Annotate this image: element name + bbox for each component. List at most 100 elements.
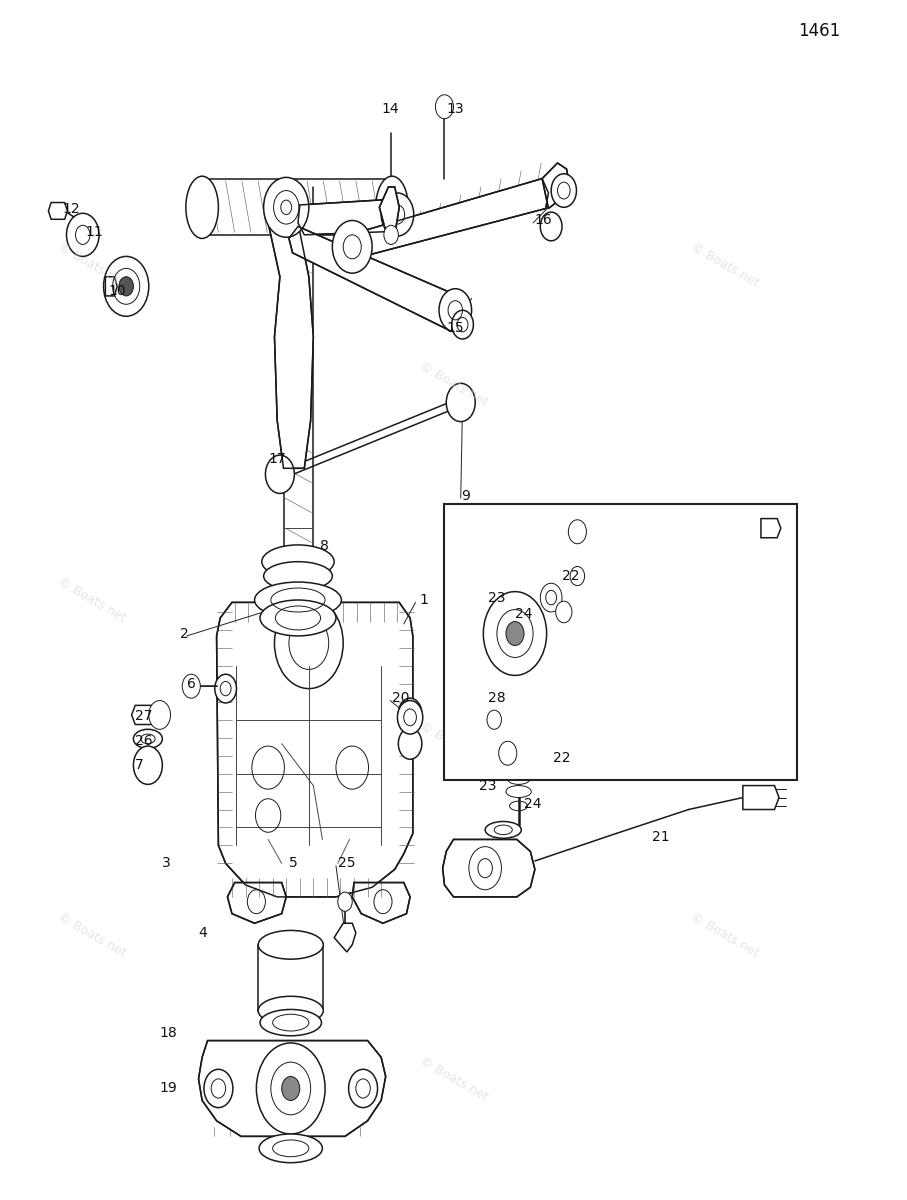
Text: 5: 5 bbox=[289, 857, 297, 870]
Text: 1: 1 bbox=[419, 593, 428, 607]
Text: © Boats.net: © Boats.net bbox=[688, 240, 761, 289]
Circle shape bbox=[266, 455, 295, 493]
Circle shape bbox=[541, 212, 562, 241]
Text: 13: 13 bbox=[446, 102, 463, 116]
Text: 22: 22 bbox=[553, 751, 571, 766]
Text: 20: 20 bbox=[392, 691, 410, 706]
Ellipse shape bbox=[375, 176, 408, 239]
Text: 28: 28 bbox=[488, 691, 505, 706]
Text: 9: 9 bbox=[461, 488, 470, 503]
Circle shape bbox=[398, 698, 422, 730]
Circle shape bbox=[332, 221, 372, 274]
Text: © Boats.net: © Boats.net bbox=[55, 240, 128, 289]
Polygon shape bbox=[268, 205, 313, 468]
Polygon shape bbox=[217, 602, 413, 896]
Polygon shape bbox=[346, 179, 549, 259]
Ellipse shape bbox=[258, 930, 323, 959]
Circle shape bbox=[506, 622, 524, 646]
Circle shape bbox=[264, 178, 308, 238]
Circle shape bbox=[381, 193, 414, 236]
Text: 19: 19 bbox=[160, 1081, 178, 1096]
Polygon shape bbox=[298, 199, 401, 235]
Text: 12: 12 bbox=[62, 202, 80, 216]
Polygon shape bbox=[199, 1040, 385, 1136]
Polygon shape bbox=[48, 203, 67, 220]
Text: 8: 8 bbox=[319, 539, 328, 553]
Circle shape bbox=[337, 892, 352, 911]
Ellipse shape bbox=[485, 822, 522, 839]
Polygon shape bbox=[105, 277, 117, 296]
Text: © Boats.net: © Boats.net bbox=[417, 719, 490, 768]
Text: 25: 25 bbox=[337, 857, 356, 870]
Bar bbox=[444, 504, 797, 780]
Polygon shape bbox=[379, 187, 399, 241]
Circle shape bbox=[149, 701, 171, 730]
Ellipse shape bbox=[262, 545, 334, 578]
Polygon shape bbox=[542, 163, 570, 209]
Text: 15: 15 bbox=[446, 322, 463, 335]
Polygon shape bbox=[228, 882, 287, 923]
Circle shape bbox=[556, 601, 572, 623]
Circle shape bbox=[398, 728, 422, 760]
Text: 18: 18 bbox=[160, 1026, 178, 1040]
Text: 2: 2 bbox=[180, 626, 190, 641]
Circle shape bbox=[133, 746, 162, 785]
Text: 10: 10 bbox=[108, 284, 126, 298]
Text: 17: 17 bbox=[268, 451, 286, 466]
Ellipse shape bbox=[133, 730, 162, 749]
Text: © Boats.net: © Boats.net bbox=[688, 911, 761, 960]
Text: 14: 14 bbox=[381, 102, 399, 116]
Circle shape bbox=[551, 174, 577, 208]
Text: © Boats.net: © Boats.net bbox=[417, 1054, 490, 1104]
Circle shape bbox=[452, 311, 473, 340]
Circle shape bbox=[569, 520, 587, 544]
Text: © Boats.net: © Boats.net bbox=[417, 360, 490, 409]
Polygon shape bbox=[352, 882, 410, 923]
Polygon shape bbox=[277, 594, 320, 606]
Text: 6: 6 bbox=[187, 677, 196, 691]
Text: 23: 23 bbox=[479, 779, 496, 792]
Circle shape bbox=[257, 1043, 325, 1134]
Circle shape bbox=[282, 1076, 300, 1100]
Text: 24: 24 bbox=[515, 607, 532, 622]
Text: 24: 24 bbox=[524, 797, 541, 810]
Ellipse shape bbox=[260, 1009, 321, 1036]
Text: 1461: 1461 bbox=[798, 22, 841, 40]
Text: 7: 7 bbox=[135, 758, 144, 773]
Circle shape bbox=[348, 1069, 377, 1108]
Circle shape bbox=[510, 751, 528, 775]
Text: 16: 16 bbox=[535, 214, 552, 228]
Circle shape bbox=[215, 674, 237, 703]
Circle shape bbox=[119, 277, 133, 296]
Text: © Boats.net: © Boats.net bbox=[688, 575, 761, 625]
Text: © Boats.net: © Boats.net bbox=[55, 575, 128, 625]
Text: 26: 26 bbox=[135, 734, 153, 749]
Ellipse shape bbox=[258, 996, 323, 1025]
Text: 4: 4 bbox=[199, 926, 208, 940]
Ellipse shape bbox=[259, 1134, 322, 1163]
Text: 11: 11 bbox=[85, 226, 103, 240]
Circle shape bbox=[182, 674, 200, 698]
Polygon shape bbox=[334, 923, 356, 952]
Text: 27: 27 bbox=[135, 709, 152, 724]
Circle shape bbox=[469, 847, 502, 889]
Circle shape bbox=[103, 257, 149, 317]
Circle shape bbox=[384, 226, 398, 245]
Polygon shape bbox=[761, 518, 781, 538]
Text: 22: 22 bbox=[562, 569, 580, 583]
Ellipse shape bbox=[264, 562, 332, 590]
Text: 23: 23 bbox=[488, 590, 505, 605]
Text: © Boats.net: © Boats.net bbox=[55, 911, 128, 960]
Text: 21: 21 bbox=[652, 830, 670, 844]
Ellipse shape bbox=[260, 600, 336, 636]
Polygon shape bbox=[443, 840, 535, 896]
Circle shape bbox=[66, 214, 99, 257]
Circle shape bbox=[483, 592, 547, 676]
Circle shape bbox=[541, 583, 562, 612]
Circle shape bbox=[204, 1069, 233, 1108]
Ellipse shape bbox=[186, 176, 219, 239]
Polygon shape bbox=[743, 786, 779, 810]
Circle shape bbox=[435, 95, 454, 119]
Polygon shape bbox=[132, 706, 157, 725]
Circle shape bbox=[439, 289, 472, 332]
